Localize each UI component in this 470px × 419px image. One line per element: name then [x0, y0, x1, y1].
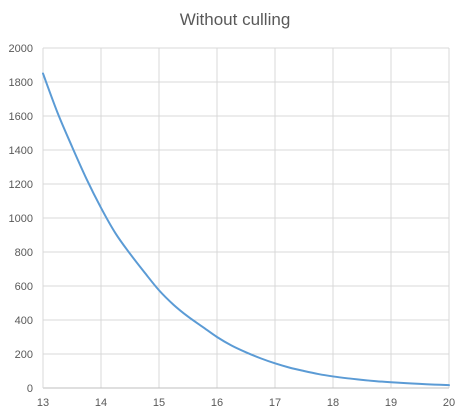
x-tick-labels: 13 14 15 16 17 18 19 20 [37, 397, 455, 409]
x-tick-label: 15 [153, 397, 165, 409]
chart-title: Without culling [179, 10, 291, 29]
x-tick-label: 19 [385, 397, 397, 409]
y-tick-label: 1400 [9, 145, 33, 157]
x-tick-label: 17 [269, 397, 281, 409]
x-tick-label: 16 [211, 397, 223, 409]
y-tick-label: 2000 [9, 43, 33, 55]
y-tick-label: 800 [15, 247, 33, 259]
y-tick-label: 1000 [9, 213, 33, 225]
series-line [42, 72, 450, 387]
y-tick-label: 200 [15, 349, 33, 361]
y-tick-label: 1800 [9, 77, 33, 89]
y-tick-label: 0 [27, 383, 33, 395]
x-tick-label: 14 [95, 397, 107, 409]
x-tick-label: 20 [443, 397, 455, 409]
y-tick-label: 600 [15, 281, 33, 293]
y-tick-label: 1600 [9, 111, 33, 123]
y-tick-label: 1200 [9, 179, 33, 191]
x-tick-label: 13 [37, 397, 49, 409]
gridlines [43, 47, 450, 388]
series-group [42, 72, 450, 387]
y-tick-labels: 0 200 400 600 800 1000 1200 1400 1600 1800 2000 [9, 43, 33, 395]
y-tick-label: 400 [15, 315, 33, 327]
axes [42, 48, 449, 389]
x-tick-label: 18 [327, 397, 339, 409]
